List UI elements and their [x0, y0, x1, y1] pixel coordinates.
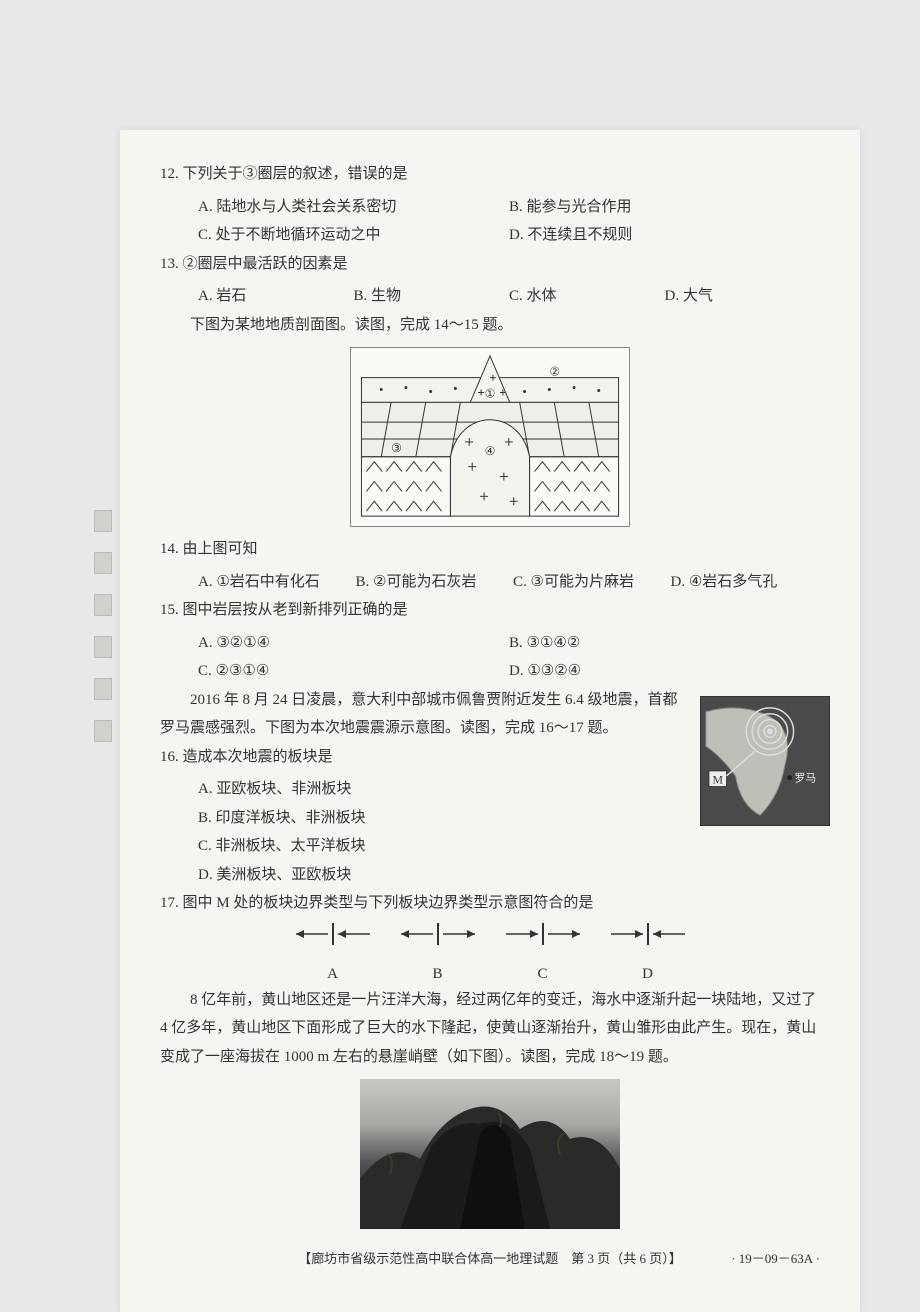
q15-opt-a: A. ③②①④: [198, 629, 509, 658]
q13-opt-a: A. 岩石: [198, 282, 354, 311]
q16-opt-c: C. 非洲板块、太平洋板块: [198, 832, 820, 861]
boundary-label-b: B: [393, 960, 483, 989]
q14-opt-a: A. ①岩石中有化石: [198, 568, 348, 597]
boundary-opt-b: B: [393, 919, 483, 988]
footer-center: 【廊坊市省级示范性高中联合体高一地理试题 第 3 页（共 6 页）】: [298, 1251, 682, 1266]
boundary-label-a: A: [288, 960, 378, 989]
geology-label-3: ③: [391, 441, 402, 455]
boundary-opt-a: A: [288, 919, 378, 988]
map-label-rome: 罗马: [795, 771, 817, 784]
q14-opt-d: D. ④岩石多气孔: [671, 568, 821, 597]
q15-opt-b: B. ③①④②: [509, 629, 820, 658]
q13-opt-b: B. 生物: [354, 282, 510, 311]
geology-label-2: ②: [549, 365, 560, 379]
q12-opt-b: B. 能参与光合作用: [509, 193, 820, 222]
q13-options: A. 岩石 B. 生物 C. 水体 D. 大气: [160, 282, 820, 311]
q14-opt-c: C. ③可能为片麻岩: [513, 568, 663, 597]
exam-page: 12. 下列关于③圈层的叙述，错误的是 A. 陆地水与人类社会关系密切 B. 能…: [120, 130, 860, 1312]
q14-opt-b: B. ②可能为石灰岩: [356, 568, 506, 597]
boundary-opt-c: C: [498, 919, 588, 988]
figure-plate-boundary-options: A B C: [280, 924, 700, 984]
q15-opt-d: D. ①③②④: [509, 657, 820, 686]
q16-opt-d: D. 美洲板块、亚欧板块: [198, 861, 820, 890]
q12-opt-d: D. 不连续且不规则: [509, 221, 820, 250]
q12-opt-c: C. 处于不断地循环运动之中: [198, 221, 509, 250]
page-footer: 【廊坊市省级示范性高中联合体高一地理试题 第 3 页（共 6 页）】 · 19－…: [160, 1247, 820, 1272]
boundary-label-d: D: [603, 960, 693, 989]
intro-14-15: 下图为某地地质剖面图。读图，完成 14～15 题。: [160, 311, 820, 340]
figure-huangshan-photo: [360, 1079, 620, 1229]
q17-stem: 17. 图中 M 处的板块边界类型与下列板块边界类型示意图符合的是: [160, 889, 820, 918]
boundary-label-c: C: [498, 960, 588, 989]
q15-opt-c: C. ②③①④: [198, 657, 509, 686]
intro-18-19: 8 亿年前，黄山地区还是一片汪洋大海，经过两亿年的变迁，海水中逐渐升起一块陆地，…: [160, 986, 820, 1072]
footer-code: · 19－09－63A ·: [731, 1247, 820, 1272]
q12-options: A. 陆地水与人类社会关系密切 B. 能参与光合作用 C. 处于不断地循环运动之…: [160, 193, 820, 250]
geology-label-1: ①: [485, 386, 496, 400]
q12-stem: 12. 下列关于③圈层的叙述，错误的是: [160, 160, 820, 189]
q13-opt-d: D. 大气: [665, 282, 821, 311]
figure-geology-cross-section: ① ② ③: [350, 347, 630, 527]
q14-options: A. ①岩石中有化石 B. ②可能为石灰岩 C. ③可能为片麻岩 D. ④岩石多…: [160, 568, 820, 597]
map-label-m: M: [712, 772, 723, 786]
q13-stem: 13. ②圈层中最活跃的因素是: [160, 250, 820, 279]
binding-tabs: [94, 510, 112, 762]
q12-opt-a: A. 陆地水与人类社会关系密切: [198, 193, 509, 222]
boundary-opt-d: D: [603, 919, 693, 988]
figure-italy-earthquake-map: M 罗马: [700, 696, 830, 826]
q14-stem: 14. 由上图可知: [160, 535, 820, 564]
geology-label-4: ④: [485, 444, 496, 458]
q15-options: A. ③②①④ B. ③①④② C. ②③①④ D. ①③②④: [160, 629, 820, 686]
q13-opt-c: C. 水体: [509, 282, 665, 311]
q15-stem: 15. 图中岩层按从老到新排列正确的是: [160, 596, 820, 625]
